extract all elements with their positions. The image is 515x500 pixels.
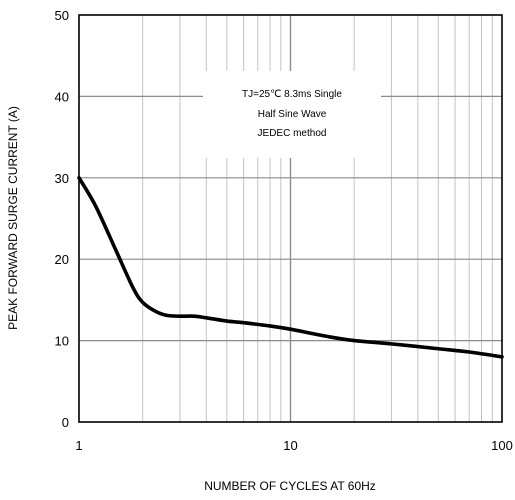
y-tick-label: 0 — [62, 415, 69, 430]
annotation-background — [203, 71, 381, 158]
series-layer — [77, 176, 504, 359]
annotation-line-1: TJ=25℃ 8.3ms Single — [242, 89, 342, 100]
y-tick-label: 50 — [55, 8, 69, 23]
tick-labels: 0 10 20 30 40 50 1 10 100 — [55, 8, 513, 453]
y-tick-label: 30 — [55, 171, 69, 186]
x-tick-label: 1 — [75, 438, 82, 453]
series-line — [77, 176, 504, 359]
x-tick-label: 10 — [283, 438, 297, 453]
y-axis-label: PEAK FORWARD SURGE CURRENT (A) — [6, 106, 20, 330]
annotation-box: TJ=25℃ 8.3ms Single Half Sine Wave JEDEC… — [203, 71, 381, 158]
annotation-line-2: Half Sine Wave — [258, 109, 327, 120]
x-tick-label: 100 — [491, 438, 513, 453]
y-tick-label: 10 — [55, 334, 69, 349]
y-tick-label: 40 — [55, 89, 69, 104]
y-tick-label: 20 — [55, 252, 69, 267]
x-axis-label: NUMBER OF CYCLES AT 60Hz — [204, 479, 376, 493]
plot-frame — [78, 14, 503, 423]
annotation-line-3: JEDEC method — [258, 128, 327, 139]
